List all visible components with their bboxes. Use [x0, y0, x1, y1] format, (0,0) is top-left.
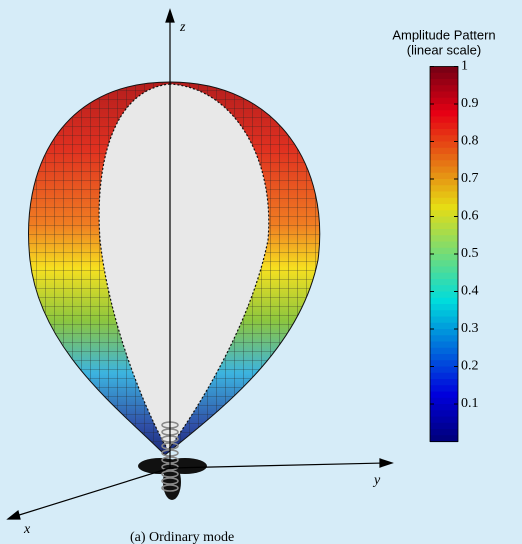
- x-axis-label: x: [23, 522, 31, 537]
- colorbar-swatch: [430, 204, 458, 211]
- colorbar-swatch: [430, 435, 458, 443]
- colorbar-tick-label: 0.8: [461, 134, 479, 149]
- colorbar-tick-label: 0.5: [461, 246, 479, 261]
- colorbar-swatch: [430, 310, 458, 318]
- colorbar-swatch: [430, 116, 458, 124]
- colorbar-swatch: [430, 285, 458, 293]
- colorbar-swatch: [430, 385, 458, 393]
- colorbar: 0.1 0.2 0.3 0.4 0.5 0.6 0.7 0.8 0.9 1: [429, 59, 479, 443]
- colorbar-swatch: [430, 335, 458, 343]
- colorbar-swatch: [430, 366, 458, 374]
- colorbar-swatch: [430, 222, 458, 230]
- colorbar-swatch: [430, 85, 458, 93]
- colorbar-swatch: [430, 391, 458, 399]
- colorbar-swatch: [430, 129, 458, 136]
- colorbar-swatch: [430, 354, 458, 361]
- colorbar-tick-label: 0.9: [461, 96, 479, 111]
- colorbar-tick-label: 0.3: [461, 321, 479, 336]
- colorbar-swatch: [430, 154, 458, 161]
- colorbar-swatch: [430, 379, 458, 386]
- colorbar-title: Amplitude Pattern: [392, 27, 495, 42]
- colorbar-swatch: [430, 235, 458, 243]
- colorbar-swatch: [430, 272, 458, 280]
- colorbar-swatch: [430, 304, 458, 311]
- axes: [6, 8, 394, 520]
- colorbar-swatch: [430, 247, 458, 255]
- colorbar-swatch: [430, 191, 458, 199]
- colorbar-swatch: [430, 97, 458, 105]
- colorbar-swatch: [430, 416, 458, 424]
- colorbar-swatch: [430, 297, 458, 305]
- colorbar-swatch: [430, 66, 458, 74]
- colorbar-swatch: [430, 185, 458, 193]
- colorbar-swatch: [430, 397, 458, 405]
- colorbar-swatch: [430, 347, 458, 355]
- colorbar-swatch: [430, 147, 458, 155]
- colorbar-swatch: [430, 91, 458, 99]
- colorbar-tick-label: 0.2: [461, 359, 479, 374]
- colorbar-swatch: [430, 122, 458, 130]
- colorbar-tick-label: 0.6: [461, 209, 479, 224]
- colorbar-swatch: [430, 322, 458, 330]
- colorbar-swatch: [430, 135, 458, 143]
- colorbar-swatch: [430, 260, 458, 268]
- colorbar-swatch: [430, 79, 458, 86]
- colorbar-swatch: [430, 166, 458, 174]
- colorbar-tick-label: 0.4: [461, 284, 479, 299]
- colorbar-swatch: [430, 229, 458, 236]
- colorbar-swatch: [430, 404, 458, 411]
- colorbar-swatch: [430, 341, 458, 349]
- colorbar-swatch: [430, 410, 458, 418]
- z-axis-label: z: [179, 20, 186, 35]
- colorbar-swatch: [430, 279, 458, 286]
- colorbar-swatch: [430, 72, 458, 80]
- colorbar-swatch: [430, 291, 458, 299]
- colorbar-swatch: [430, 422, 458, 430]
- colorbar-swatch: [430, 360, 458, 368]
- colorbar-swatch: [430, 141, 458, 149]
- colorbar-swatch: [430, 210, 458, 218]
- colorbar-swatch: [430, 179, 458, 186]
- colorbar-swatch: [430, 160, 458, 168]
- colorbar-swatch: [430, 429, 458, 436]
- colorbar-swatch: [430, 266, 458, 274]
- y-axis-label: y: [372, 473, 381, 488]
- colorbar-title: (linear scale): [407, 42, 481, 57]
- colorbar-swatch: [430, 104, 458, 111]
- colorbar-swatch: [430, 372, 458, 380]
- colorbar-tick-label: 1: [461, 59, 468, 74]
- colorbar-tick-label: 0.1: [461, 396, 479, 411]
- caption: (a) Ordinary mode: [130, 530, 234, 544]
- colorbar-swatch: [430, 241, 458, 249]
- colorbar-swatch: [430, 316, 458, 324]
- colorbar-swatch: [430, 172, 458, 180]
- colorbar-swatch: [430, 197, 458, 205]
- colorbar-tick-label: 0.7: [461, 171, 479, 186]
- colorbar-swatch: [430, 216, 458, 224]
- colorbar-swatch: [430, 254, 458, 261]
- colorbar-swatch: [430, 329, 458, 336]
- colorbar-swatch: [430, 110, 458, 118]
